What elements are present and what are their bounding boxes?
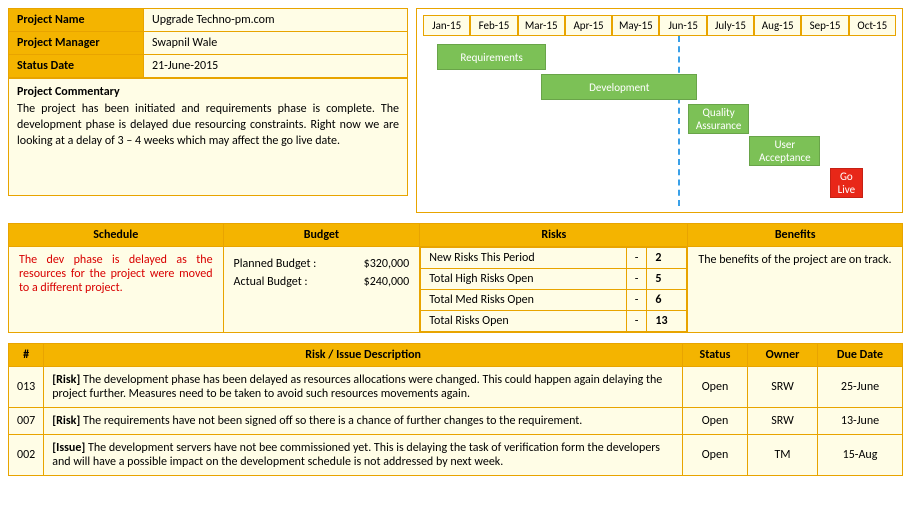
gantt-bar: Quality Assurance [688,104,749,134]
issue-status: Open [683,435,748,476]
issue-num: 002 [9,435,44,476]
gantt-month: Mar-15 [518,15,565,36]
gantt-month: Oct-15 [849,15,896,36]
planned-budget-value: $320,000 [364,257,410,271]
gantt-header: Jan-15Feb-15Mar-15Apr-15May-15Jun-15July… [423,15,896,36]
issue-owner: SRW [748,408,818,435]
risk-dash: - [626,248,647,269]
issues-table: # Risk / Issue Description Status Owner … [8,343,903,476]
benefits-cell: The benefits of the project are on track… [688,247,903,333]
project-manager-value: Swapnil Wale [144,32,408,55]
summary-table: Schedule Budget Risks Benefits The dev p… [8,223,903,333]
gantt-bar: User Acceptance [749,136,820,166]
gantt-month: Apr-15 [565,15,612,36]
gantt-month: May-15 [612,15,659,36]
issue-num: 007 [9,408,44,435]
gantt-body: Requirements Development Quality Assurance… [423,36,896,206]
gantt-month: Aug-15 [754,15,801,36]
issue-status: Open [683,408,748,435]
schedule-header: Schedule [9,224,224,247]
risk-label: New Risks This Period [421,248,627,269]
risk-value: 2 [647,248,687,269]
project-manager-label: Project Manager [9,32,144,55]
commentary-title: Project Commentary [17,85,399,99]
risk-value: 13 [647,311,687,332]
status-date-value: 21-June-2015 [144,55,408,78]
risk-value: 6 [647,290,687,311]
issue-row: 002[Issue] The development servers have … [9,435,903,476]
project-name-label: Project Name [9,9,144,32]
project-info-table: Project Name Upgrade Techno-pm.com Proje… [8,8,408,78]
info-block: Project Name Upgrade Techno-pm.com Proje… [8,8,408,213]
issues-num-header: # [9,344,44,367]
issue-due: 15-Aug [818,435,903,476]
today-line [678,36,680,206]
top-row: Project Name Upgrade Techno-pm.com Proje… [8,8,903,213]
issue-desc: [Risk] The requirements have not been si… [44,408,683,435]
status-date-label: Status Date [9,55,144,78]
commentary-box: Project Commentary The project has been … [8,78,408,196]
risk-dash: - [626,290,647,311]
gantt-bar: Go Live [830,168,863,198]
risk-label: Total High Risks Open [421,269,627,290]
gantt-chart: Jan-15Feb-15Mar-15Apr-15May-15Jun-15July… [416,8,903,213]
risks-cell: New Risks This Period-2Total High Risks … [420,247,688,333]
issues-owner-header: Owner [748,344,818,367]
issues-due-header: Due Date [818,344,903,367]
issues-desc-header: Risk / Issue Description [44,344,683,367]
issue-desc: [Risk] The development phase has been de… [44,367,683,408]
risks-inner-table: New Risks This Period-2Total High Risks … [420,247,687,332]
gantt-month: Jun-15 [659,15,706,36]
issue-owner: SRW [748,367,818,408]
issue-due: 13-June [818,408,903,435]
issue-row: 007[Risk] The requirements have not been… [9,408,903,435]
gantt-bar: Development [541,74,697,100]
gantt-month: Sep-15 [801,15,848,36]
issue-num: 013 [9,367,44,408]
gantt-month: July-15 [707,15,754,36]
budget-header: Budget [223,224,420,247]
risk-value: 5 [647,269,687,290]
issue-owner: TM [748,435,818,476]
issue-row: 013[Risk] The development phase has been… [9,367,903,408]
planned-budget-label: Planned Budget : [234,257,317,271]
gantt-month: Jan-15 [423,15,470,36]
risk-label: Total Risks Open [421,311,627,332]
actual-budget-label: Actual Budget : [234,275,308,289]
issue-status: Open [683,367,748,408]
gantt-bar: Requirements [437,44,546,70]
budget-cell: Planned Budget : $320,000 Actual Budget … [223,247,420,333]
issues-status-header: Status [683,344,748,367]
schedule-cell: The dev phase is delayed as the resource… [9,247,224,333]
commentary-body: The project has been initiated and requi… [17,101,399,150]
issue-desc: [Issue] The development servers have not… [44,435,683,476]
risk-dash: - [626,269,647,290]
issue-due: 25-June [818,367,903,408]
project-name-value: Upgrade Techno-pm.com [144,9,408,32]
benefits-header: Benefits [688,224,903,247]
gantt-month: Feb-15 [470,15,517,36]
actual-budget-value: $240,000 [364,275,410,289]
risk-dash: - [626,311,647,332]
risk-label: Total Med Risks Open [421,290,627,311]
risks-header: Risks [420,224,688,247]
